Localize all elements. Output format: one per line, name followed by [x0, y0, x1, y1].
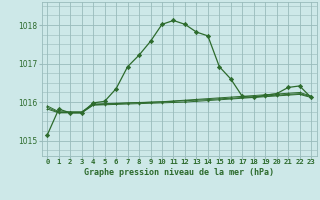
- X-axis label: Graphe pression niveau de la mer (hPa): Graphe pression niveau de la mer (hPa): [84, 168, 274, 177]
